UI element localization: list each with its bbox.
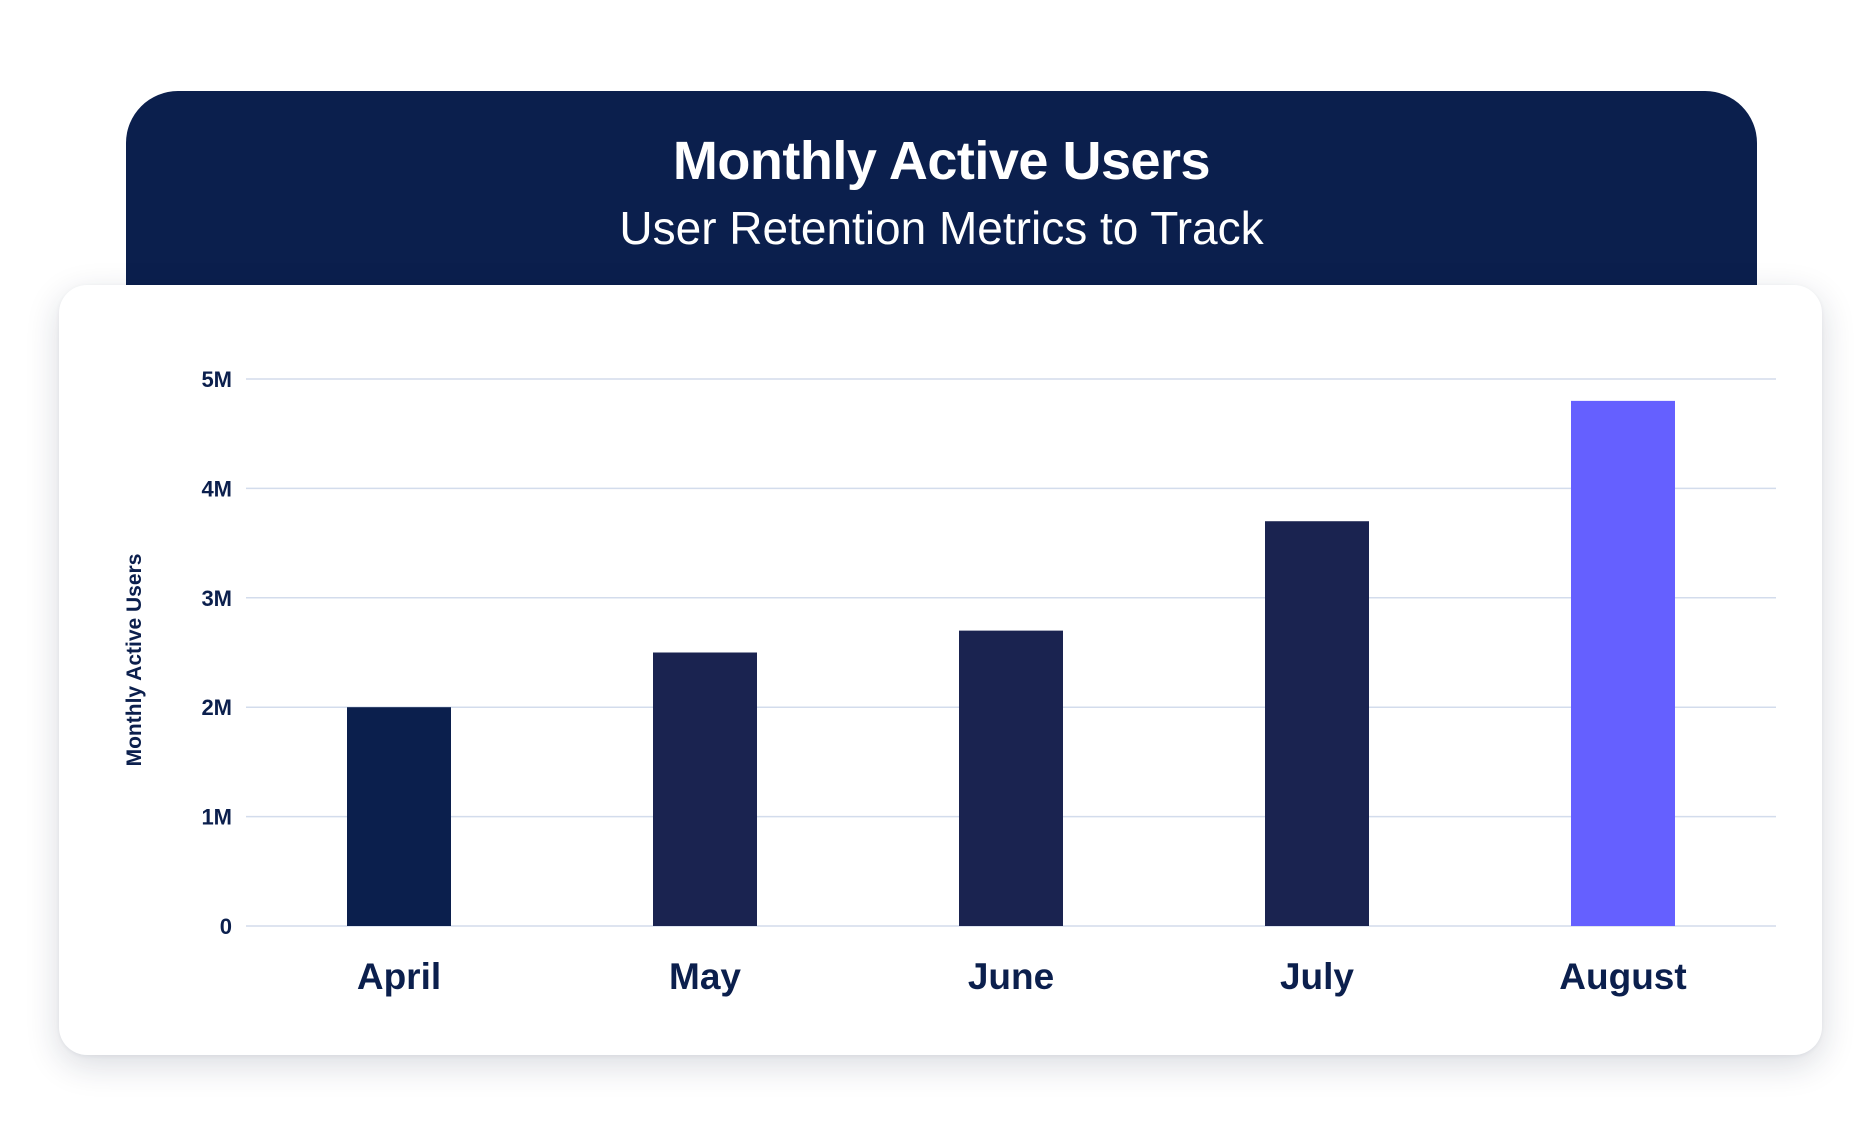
y-tick-label: 5M bbox=[201, 367, 232, 392]
bars bbox=[347, 400, 1675, 926]
bar-june bbox=[959, 630, 1063, 926]
bar-august bbox=[1571, 400, 1675, 926]
bar-july bbox=[1265, 521, 1369, 926]
x-category-label: August bbox=[1559, 956, 1686, 997]
chart-subtitle: User Retention Metrics to Track bbox=[619, 202, 1264, 254]
x-category-label: April bbox=[357, 956, 441, 997]
x-category-label: June bbox=[968, 956, 1054, 997]
bar-may bbox=[653, 652, 757, 926]
bar-april bbox=[347, 707, 451, 926]
y-axis-ticks: 0 1M 2M 3M 4M 5M bbox=[201, 367, 232, 939]
y-tick-label: 3M bbox=[201, 586, 232, 611]
y-tick-label: 0 bbox=[220, 914, 232, 939]
x-category-label: July bbox=[1280, 956, 1354, 997]
chart-title: Monthly Active Users bbox=[672, 131, 1211, 191]
x-axis-categories: April May June July August bbox=[357, 956, 1687, 997]
x-category-label: May bbox=[669, 956, 741, 997]
y-tick-label: 4M bbox=[201, 476, 232, 501]
y-tick-label: 2M bbox=[201, 695, 232, 720]
y-tick-label: 1M bbox=[201, 805, 232, 830]
y-axis-title: Monthly Active Users bbox=[123, 554, 146, 767]
